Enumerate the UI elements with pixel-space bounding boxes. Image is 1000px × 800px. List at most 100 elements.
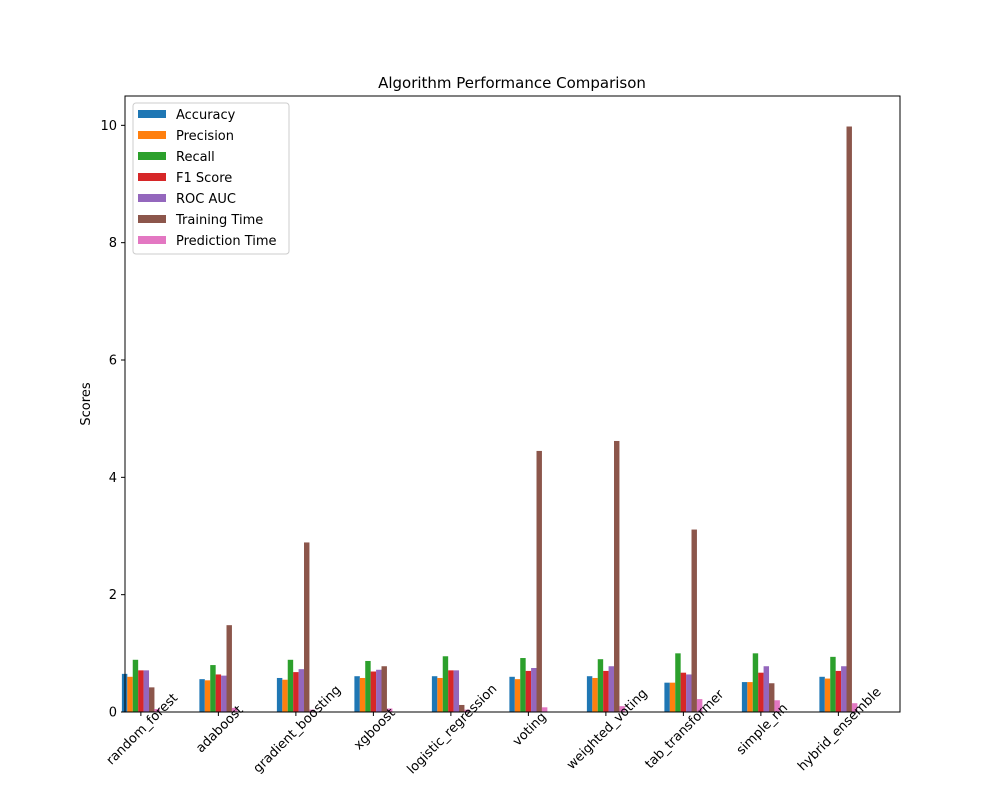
legend: Accuracy Precision Recall F1 Score ROC AUC Tr… bbox=[132, 102, 290, 255]
bar-recall-tab_transformer bbox=[675, 653, 681, 712]
bar-prediction-time-simple_nn bbox=[774, 700, 780, 712]
x-tick-label: voting bbox=[510, 710, 549, 749]
bar-roc-auc-tab_transformer bbox=[686, 674, 692, 712]
legend-swatch bbox=[138, 173, 166, 181]
bar-recall-voting bbox=[520, 658, 526, 712]
legend-box bbox=[132, 102, 290, 255]
bar-accuracy-voting bbox=[509, 676, 515, 712]
bar-accuracy-xgboost bbox=[354, 676, 360, 712]
bar-training-time-random_forest bbox=[149, 687, 155, 712]
legend-swatch bbox=[138, 236, 166, 244]
y-tick-label: 6 bbox=[109, 354, 117, 369]
bar-training-time-adaboost bbox=[226, 625, 232, 712]
bar-accuracy-gradient_boosting bbox=[276, 677, 283, 712]
bar-recall-logistic_regression bbox=[442, 656, 449, 712]
bar-roc-auc-voting bbox=[531, 668, 537, 712]
bars-group bbox=[121, 126, 858, 712]
legend-label: ROC AUC bbox=[176, 192, 236, 207]
bar-training-time-logistic_regression bbox=[459, 704, 465, 712]
bar-training-time-simple_nn bbox=[769, 683, 775, 712]
plot-frame bbox=[124, 95, 901, 713]
bar-prediction-time-hybrid_ensemble bbox=[851, 703, 858, 712]
bar-f1-score-logistic_regression bbox=[448, 670, 454, 712]
bar-recall-hybrid_ensemble bbox=[830, 656, 836, 712]
bar-precision-tab_transformer bbox=[669, 682, 676, 712]
bar-roc-auc-random_forest bbox=[143, 670, 150, 712]
bar-f1-score-adaboost bbox=[215, 674, 222, 712]
bar-f1-score-hybrid_ensemble bbox=[835, 670, 842, 712]
bar-training-time-hybrid_ensemble bbox=[846, 126, 852, 712]
legend-label: Accuracy bbox=[176, 108, 236, 123]
y-tick-label: 4 bbox=[109, 471, 117, 486]
bar-roc-auc-xgboost bbox=[376, 669, 382, 712]
bar-recall-xgboost bbox=[365, 660, 371, 712]
bar-precision-voting bbox=[514, 679, 521, 712]
y-tick-label: 8 bbox=[109, 236, 117, 251]
bar-roc-auc-hybrid_ensemble bbox=[841, 666, 847, 712]
bar-recall-random_forest bbox=[132, 659, 139, 712]
bar-roc-auc-adaboost bbox=[221, 675, 227, 712]
bar-roc-auc-logistic_regression bbox=[453, 670, 460, 712]
bar-precision-weighted_voting bbox=[592, 677, 598, 712]
legend-swatch bbox=[138, 215, 166, 223]
bar-precision-simple_nn bbox=[747, 682, 753, 712]
bar-precision-logistic_regression bbox=[437, 677, 443, 712]
legend-swatch bbox=[138, 194, 166, 202]
bar-roc-auc-weighted_voting bbox=[608, 666, 615, 712]
legend-swatch bbox=[138, 110, 166, 118]
bar-accuracy-hybrid_ensemble bbox=[819, 676, 825, 712]
bar-recall-simple_nn bbox=[752, 653, 759, 712]
bar-precision-xgboost bbox=[359, 677, 366, 712]
bar-training-time-xgboost bbox=[381, 666, 387, 712]
bar-prediction-time-weighted_voting bbox=[619, 706, 625, 712]
legend-label: F1 Score bbox=[176, 171, 232, 186]
legend-label: Precision bbox=[176, 129, 234, 144]
legend-label: Training Time bbox=[175, 213, 263, 228]
bar-precision-gradient_boosting bbox=[282, 679, 288, 712]
bar-accuracy-adaboost bbox=[199, 679, 205, 712]
bar-f1-score-weighted_voting bbox=[603, 670, 609, 712]
bar-accuracy-weighted_voting bbox=[586, 676, 593, 712]
bar-f1-score-voting bbox=[525, 670, 532, 712]
bar-precision-adaboost bbox=[204, 680, 211, 712]
bar-training-time-gradient_boosting bbox=[304, 542, 310, 712]
bar-recall-gradient_boosting bbox=[287, 659, 294, 712]
bar-training-time-tab_transformer bbox=[691, 529, 697, 712]
bar-accuracy-simple_nn bbox=[741, 682, 748, 712]
bar-precision-hybrid_ensemble bbox=[824, 678, 831, 712]
bar-f1-score-simple_nn bbox=[758, 672, 764, 712]
bar-prediction-time-gradient_boosting bbox=[309, 709, 315, 712]
y-tick-label: 2 bbox=[109, 588, 117, 603]
bar-recall-adaboost bbox=[210, 665, 216, 712]
bar-accuracy-logistic_regression bbox=[431, 676, 438, 712]
bar-f1-score-random_forest bbox=[138, 670, 144, 712]
bar-training-time-voting bbox=[536, 450, 542, 712]
y-tick-label: 0 bbox=[109, 706, 117, 721]
bar-precision-random_forest bbox=[127, 676, 133, 712]
legend-label: Prediction Time bbox=[176, 234, 277, 249]
bar-prediction-time-logistic_regression bbox=[464, 709, 470, 712]
bar-prediction-time-xgboost bbox=[386, 708, 393, 712]
bar-accuracy-tab_transformer bbox=[664, 682, 670, 712]
bar-f1-score-gradient_boosting bbox=[293, 672, 299, 712]
bar-prediction-time-adaboost bbox=[231, 707, 238, 712]
bar-prediction-time-random_forest bbox=[154, 709, 160, 712]
bar-prediction-time-tab_transformer bbox=[696, 699, 703, 712]
bar-roc-auc-simple_nn bbox=[763, 666, 770, 712]
y-axis-label: Scores bbox=[79, 382, 94, 425]
legend-swatch bbox=[138, 152, 166, 160]
legend-label: Recall bbox=[176, 150, 215, 165]
y-axis: 0 2 4 6 8 10 bbox=[100, 119, 125, 721]
legend-swatch bbox=[138, 131, 166, 139]
bar-training-time-weighted_voting bbox=[614, 440, 620, 712]
bar-prediction-time-voting bbox=[541, 707, 548, 712]
bar-roc-auc-gradient_boosting bbox=[298, 669, 305, 712]
bar-f1-score-xgboost bbox=[370, 671, 377, 712]
bar-f1-score-tab_transformer bbox=[680, 672, 687, 712]
x-tick-label: xgboost bbox=[351, 706, 398, 753]
y-tick-label: 10 bbox=[100, 119, 117, 134]
chart-title: Algorithm Performance Comparison bbox=[378, 74, 646, 92]
bar-recall-weighted_voting bbox=[597, 659, 604, 712]
